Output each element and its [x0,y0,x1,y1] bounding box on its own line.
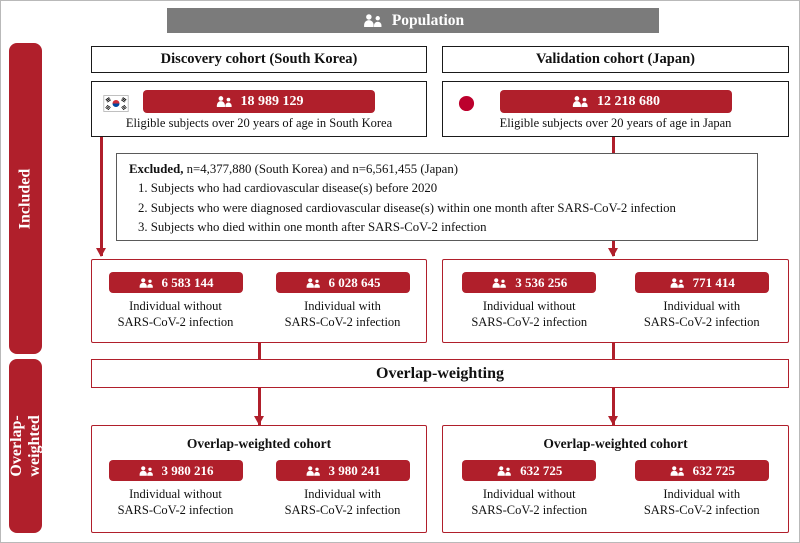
count-badge: 632 725 [462,460,597,481]
japan-ow-without-group: 632 725 Individual without SARS-CoV-2 in… [443,454,616,518]
caption-line: Individual with [304,487,381,501]
group-caption: Individual without SARS-CoV-2 infection [471,298,587,330]
count-value: 3 536 256 [515,274,568,290]
count-badge: 3 980 241 [275,460,410,481]
validation-cohort-title: Validation cohort (Japan) [442,46,789,73]
caption-line: Individual with [663,487,741,501]
people-icon [305,466,321,476]
arrow-down-icon [608,416,618,425]
caption-line: SARS-CoV-2 infection [284,503,401,517]
japan-ow-with-group: 632 725 Individual with SARS-CoV-2 infec… [616,454,789,518]
japan-flag-icon [458,95,475,112]
count-value: 6 028 645 [328,274,381,290]
japan-eligible-count: 12 218 680 [597,93,660,109]
arrow-down-icon [96,248,106,257]
population-header-label: Population [391,11,465,29]
count-value: 632 725 [520,462,563,478]
count-badge: 3 980 216 [108,460,243,481]
korea-eligible-box: 18 989 129 Eligible subjects over 20 yea… [91,81,427,137]
japan-overlap-weighted-box: Overlap-weighted cohort 632 725 Individu… [442,425,789,533]
group-caption: Individual without SARS-CoV-2 infection [118,298,234,330]
population-header: Population [167,8,659,33]
people-icon [138,466,154,476]
japan-eligible-box: 12 218 680 Eligible subjects over 20 yea… [442,81,789,137]
group-caption: Individual with SARS-CoV-2 infection [644,486,760,518]
people-icon [496,466,512,476]
group-caption: Individual with SARS-CoV-2 infection [285,298,401,330]
group-caption: Individual without SARS-CoV-2 infection [118,486,234,518]
count-value: 771 414 [692,274,735,290]
japan-cohort-box: 3 536 256 Individual without SARS-CoV-2 … [442,259,789,343]
japan-eligible-caption: Eligible subjects over 20 years of age i… [499,116,732,130]
section-label-overlap-weighted: Overlap- weighted [7,359,43,533]
section-label-included: Included [9,43,42,354]
excluded-item-1: 1. Subjects who had cardiovascular disea… [138,181,438,196]
count-value: 6 583 144 [161,274,214,290]
count-value: 632 725 [692,462,735,478]
caption-line: SARS-CoV-2 infection [471,315,588,329]
korea-cohort-box: 6 583 144 Individual without SARS-CoV-2 … [91,259,427,343]
arrow-down-icon [254,416,264,425]
count-badge: 6 583 144 [108,272,243,293]
count-badge: 3 536 256 [462,272,597,293]
japan-without-infection-group: 3 536 256 Individual without SARS-CoV-2 … [443,260,616,342]
people-icon [362,14,383,27]
caption-line: Individual with [663,299,741,313]
count-badge: 6 028 645 [275,272,410,293]
japan-eligible-count-badge: 12 218 680 [499,90,732,113]
flow-line-korea-eligible-to-cohort [100,137,103,256]
people-icon [571,96,589,107]
korea-eligible-caption: Eligible subjects over 20 years of age i… [125,116,393,130]
excluded-item-3: 3. Subjects who died within one month af… [138,220,487,235]
overlap-label-line: weighted [25,415,43,477]
group-caption: Individual with SARS-CoV-2 infection [644,298,760,330]
count-badge: 771 414 [634,272,769,293]
korea-ow-with-group: 3 980 241 Individual with SARS-CoV-2 inf… [259,454,426,518]
caption-line: Individual without [482,299,576,313]
korea-overlap-weighted-box: Overlap-weighted cohort 3 980 216 Indivi… [91,425,427,533]
people-icon [669,466,685,476]
caption-line: Individual without [129,487,222,501]
overlap-label-line: Overlap- [7,415,25,477]
caption-line: SARS-CoV-2 infection [117,315,234,329]
excluded-title: Excluded, n=4,377,880 (South Korea) and … [129,160,745,179]
people-icon [215,96,233,107]
group-caption: Individual without SARS-CoV-2 infection [471,486,587,518]
count-value: 3 980 241 [328,462,381,478]
included-label: Included [16,168,34,229]
south-korea-flag-icon [103,95,129,112]
caption-line: SARS-CoV-2 infection [117,503,234,517]
arrow-down-icon [608,248,618,257]
count-value: 3 980 216 [161,462,214,478]
caption-line: SARS-CoV-2 infection [471,503,588,517]
korea-without-infection-group: 6 583 144 Individual without SARS-CoV-2 … [92,260,259,342]
japan-with-infection-group: 771 414 Individual with SARS-CoV-2 infec… [616,260,789,342]
exclusion-criteria-box: Excluded, n=4,377,880 (South Korea) and … [116,153,758,241]
excluded-title-bold: Excluded, [129,162,184,176]
korea-with-infection-group: 6 028 645 Individual with SARS-CoV-2 inf… [259,260,426,342]
korea-eligible-count: 18 989 129 [240,93,304,109]
group-caption: Individual with SARS-CoV-2 infection [285,486,401,518]
caption-line: Individual with [304,299,381,313]
count-badge: 632 725 [634,460,769,481]
caption-line: Individual without [482,487,576,501]
caption-line: SARS-CoV-2 infection [643,503,760,517]
people-icon [491,278,507,288]
caption-line: SARS-CoV-2 infection [643,315,760,329]
people-icon [138,278,154,288]
caption-line: Individual without [129,299,222,313]
caption-line: SARS-CoV-2 infection [284,315,401,329]
overlap-cohort-title: Overlap-weighted cohort [186,436,332,451]
excluded-item-2: 2. Subjects who were diagnosed cardiovas… [138,200,676,215]
korea-ow-without-group: 3 980 216 Individual without SARS-CoV-2 … [92,454,259,518]
korea-eligible-count-badge: 18 989 129 [143,90,375,113]
excluded-title-rest: n=4,377,880 (South Korea) and n=6,561,45… [183,162,458,176]
overlap-cohort-title: Overlap-weighted cohort [543,436,688,451]
people-icon [305,278,321,288]
people-icon [669,278,685,288]
discovery-cohort-title: Discovery cohort (South Korea) [91,46,427,73]
overlap-weighting-bar: Overlap-weighting [91,359,789,388]
